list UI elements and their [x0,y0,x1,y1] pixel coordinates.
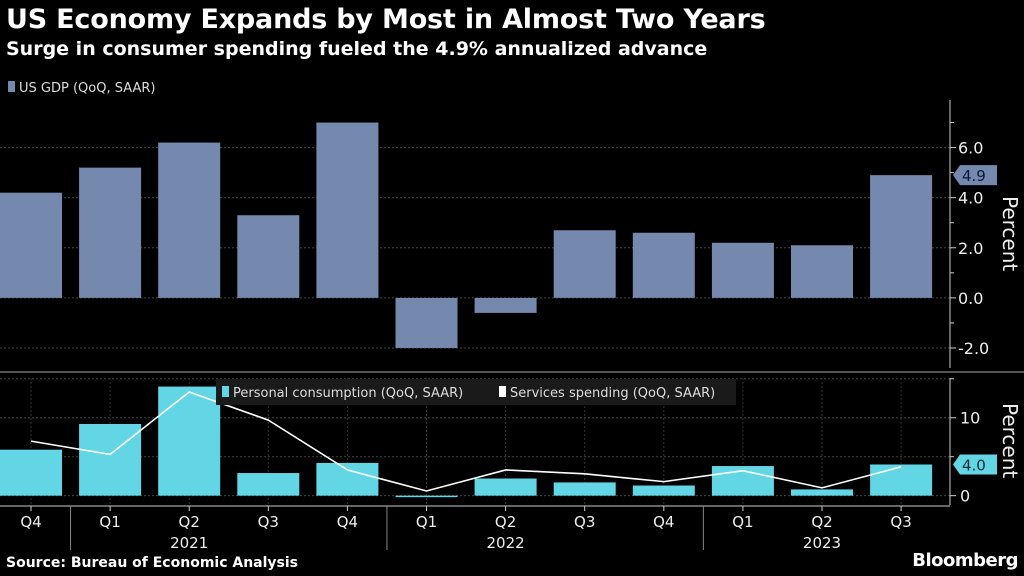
legend-label-gdp: US GDP (QoQ, SAAR) [19,81,155,96]
services-line [30,391,902,492]
consumption-bar [474,478,537,496]
consumption-bar [79,423,142,496]
y-tick-label: 4.0 [958,189,983,208]
y-axis-title: Percent [998,196,1022,271]
source-note: Source: Bureau of Economic Analysis [6,555,299,571]
gdp-bar [474,297,537,313]
gdp-bar [316,122,379,298]
consumption-bar [158,386,221,496]
last-value-label: 4.9 [962,167,986,185]
chart-title: US Economy Expands by Most in Almost Two… [6,4,766,35]
x-tick-label: Q4 [20,513,41,531]
legend-swatch-gdp [8,81,15,92]
gdp-bar [158,142,221,298]
y-tick-label: 10 [960,409,980,428]
x-tick-label: Q2 [495,513,516,531]
top-legend: US GDP (QoQ, SAAR) [8,81,155,96]
gdp-bar [0,192,62,298]
chart-subtitle: Surge in consumer spending fueled the 4.… [6,38,708,60]
y-axis-title: Percent [998,403,1022,478]
consumption-bar [316,462,379,496]
x-tick-label: Q3 [890,513,911,531]
gdp-bar [791,245,853,298]
y-tick-label: 0 [960,487,970,506]
x-tick-label: Q3 [258,513,279,531]
consumption-bar [237,473,300,496]
legend-swatch-services [499,386,506,397]
legend-background [216,379,736,405]
last-value-tag [953,165,997,186]
legend-label-services: Services spending (QoQ, SAAR) [510,386,715,401]
bottom-legend: Personal consumption (QoQ, SAAR) Service… [216,379,736,405]
x-tick-label: Q1 [99,513,120,531]
y-tick-label: 6.0 [958,139,983,158]
x-tick-label: Q2 [811,513,832,531]
bloomberg-logo: Bloomberg [912,550,1018,571]
consumption-bar [0,449,62,496]
gdp-bar [870,175,933,298]
consumption-bar [395,495,458,498]
last-value-label: 4.0 [962,456,986,474]
legend-swatch-consumption [222,386,229,397]
y-tick-label: 2.0 [958,239,983,258]
consumption-bar [553,482,616,496]
gdp-bar [237,215,300,298]
gdp-bar [632,232,695,298]
gdp-bar [79,167,142,298]
year-label: 2022 [487,534,525,552]
gdp-bar [553,230,616,298]
year-label: 2023 [803,534,841,552]
last-value-tag [953,454,997,475]
y-tick-label: -2.0 [958,339,989,358]
gdp-bar [395,297,458,348]
consumption-bar [870,464,933,496]
y-tick-label: 0.0 [958,289,983,308]
x-tick-label: Q2 [179,513,200,531]
year-label: 2021 [170,534,208,552]
consumption-bar [632,485,695,496]
x-tick-label: Q4 [337,513,358,531]
gdp-bar [711,242,774,298]
x-tick-label: Q1 [416,513,437,531]
x-tick-label: Q3 [574,513,595,531]
x-tick-label: Q4 [653,513,674,531]
consumption-bar [791,489,853,496]
legend-label-consumption: Personal consumption (QoQ, SAAR) [233,386,463,401]
x-tick-label: Q1 [732,513,753,531]
